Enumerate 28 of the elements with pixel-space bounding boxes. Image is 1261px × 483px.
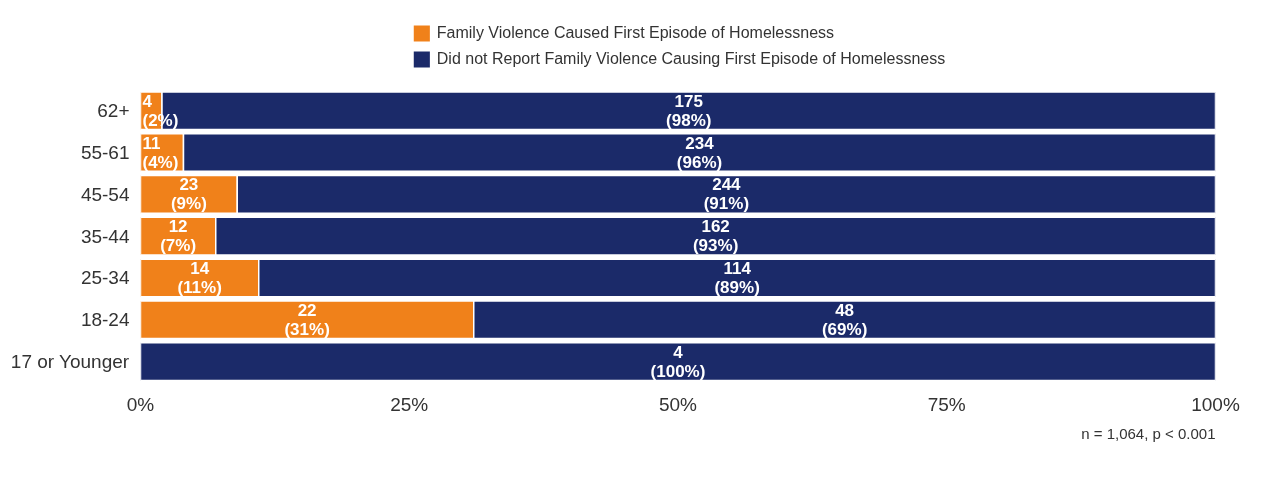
y-tick-label: 62+ <box>97 100 130 122</box>
x-tick-label: 0% <box>126 393 155 415</box>
bar <box>140 342 1216 382</box>
data-label: 234 (96%) <box>676 133 723 172</box>
data-label: 22 (31%) <box>284 300 330 339</box>
data-label: 4 (100%) <box>650 342 706 381</box>
y-tick-label: 18-24 <box>80 309 130 331</box>
y-tick-label: 25-34 <box>80 267 130 289</box>
legend-label: Did not Report Family Violence Causing First Episode of Homelessness <box>436 50 946 68</box>
data-label: 11 (4%) <box>142 133 179 172</box>
data-label: 162 (93%) <box>692 217 739 256</box>
x-tick-label: 75% <box>927 393 966 415</box>
data-label: 48 (69%) <box>821 300 868 339</box>
data-label: 23 (9%) <box>170 175 207 214</box>
y-tick-label: 45-54 <box>80 183 130 205</box>
text: n = 1,064, p < 0.001 <box>1081 424 1216 442</box>
x-tick-label: 100% <box>1191 393 1240 415</box>
y-tick-label: 35-44 <box>80 225 130 247</box>
data-label: 14 (11%) <box>177 258 222 297</box>
y-tick-label: 17 or Younger <box>10 351 130 373</box>
data-label: 244 (91%) <box>703 175 750 214</box>
y-tick-label: 55-61 <box>80 142 130 164</box>
legend-label: Family Violence Caused First Episode of Homelessness <box>436 24 835 42</box>
data-label: 175 (98%) <box>666 91 712 130</box>
data-label: 12 (7%) <box>160 217 197 256</box>
x-tick-label: 50% <box>658 393 698 415</box>
x-tick-label: 25% <box>390 393 429 415</box>
data-label: 114 (89%) <box>714 258 760 297</box>
